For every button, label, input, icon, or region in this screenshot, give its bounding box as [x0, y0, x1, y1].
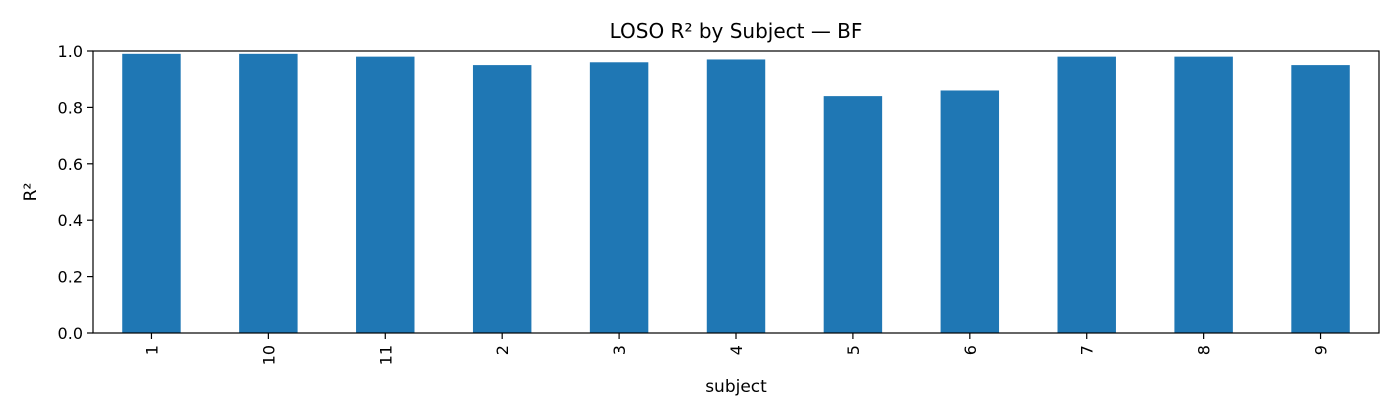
- y-axis-label: R²: [21, 183, 41, 202]
- bar-subject-5: [823, 96, 883, 334]
- x-axis-label: subject: [705, 377, 767, 397]
- x-tick-label: 1: [142, 345, 161, 355]
- y-tick-label: 0.6: [58, 155, 83, 174]
- bar-subject-8: [1174, 56, 1233, 333]
- x-tick-label: 5: [844, 345, 863, 355]
- x-tick-label: 3: [610, 345, 629, 355]
- bars-layer: [122, 53, 1350, 334]
- bar-subject-10: [239, 53, 298, 333]
- x-tick-label: 7: [1078, 345, 1097, 355]
- plot-frame: [92, 50, 1380, 334]
- bar-subject-1: [122, 53, 181, 333]
- y-tick-label: 0.8: [58, 98, 83, 117]
- x-tick-label: 11: [376, 345, 395, 365]
- y-axis-ticks: 0.0 0.2 0.4 0.6 0.8 1.0: [58, 42, 93, 343]
- y-tick-label: 0.2: [58, 268, 83, 287]
- x-axis-ticks: 1 10 11 2 3 4 5 6 7 8 9: [142, 333, 1331, 365]
- x-tick-label: 8: [1195, 345, 1214, 355]
- y-tick-label: 0.0: [58, 324, 83, 343]
- chart-title: LOSO R² by Subject — BF: [610, 19, 863, 43]
- bar-subject-3: [589, 62, 649, 333]
- y-tick-label: 0.4: [58, 211, 83, 230]
- bar-subject-2: [472, 65, 532, 333]
- bar-subject-4: [706, 59, 766, 334]
- x-tick-label: 9: [1312, 345, 1331, 355]
- bar-subject-6: [940, 90, 1000, 333]
- x-tick-label: 4: [727, 345, 746, 355]
- x-tick-label: 6: [961, 345, 980, 355]
- x-tick-label: 10: [259, 345, 278, 365]
- bar-subject-9: [1291, 65, 1350, 333]
- y-tick-label: 1.0: [58, 42, 83, 61]
- bar-subject-11: [356, 56, 415, 333]
- x-tick-label: 2: [493, 345, 512, 355]
- bar-subject-7: [1057, 56, 1116, 333]
